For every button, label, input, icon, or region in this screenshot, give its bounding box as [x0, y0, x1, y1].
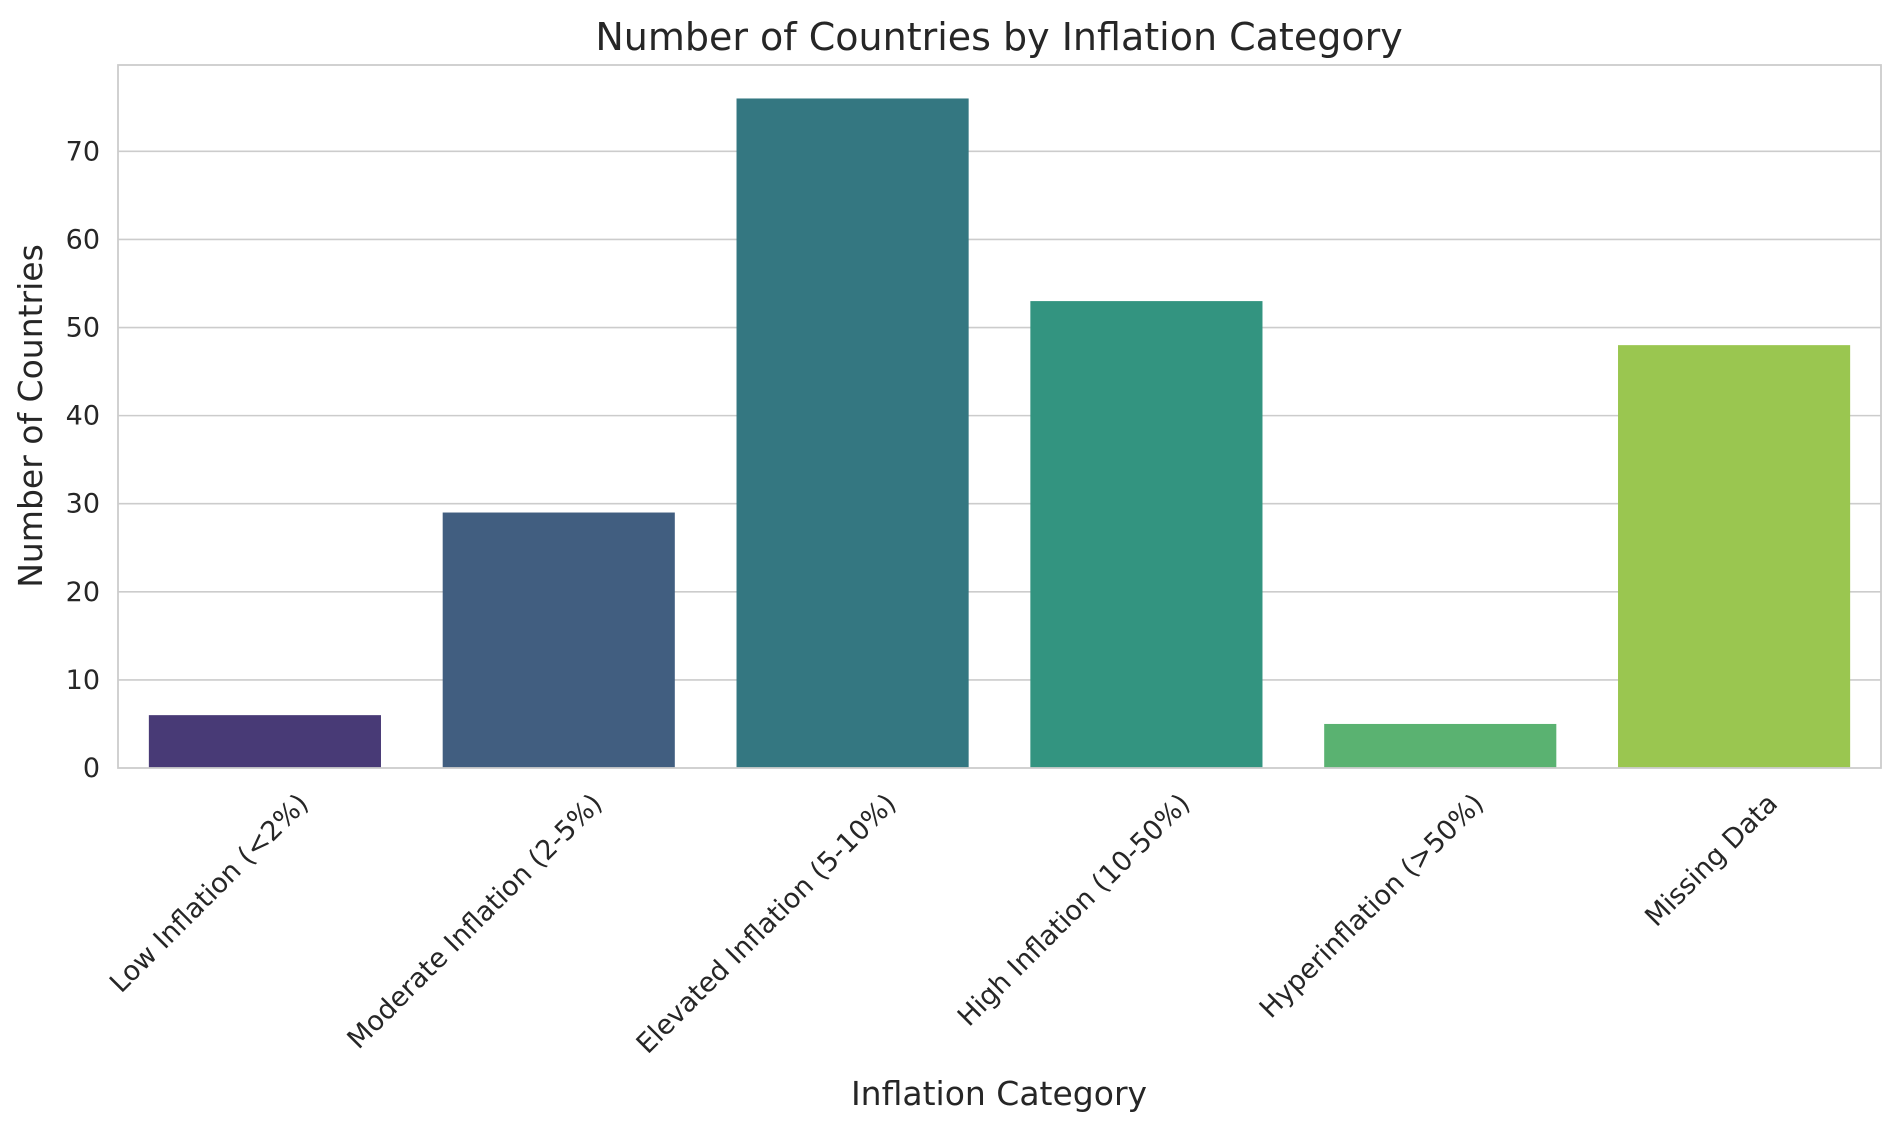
bar: [148, 715, 381, 768]
y-tick-label: 40: [66, 401, 100, 432]
bars: [148, 98, 1851, 768]
y-tick-label: 20: [66, 577, 100, 608]
y-tick-label: 30: [66, 489, 100, 520]
y-tick-label: 0: [83, 753, 100, 784]
x-axis-label: Inflation Category: [851, 1074, 1147, 1113]
bar: [1030, 301, 1263, 768]
chart-title: Number of Countries by Inflation Categor…: [595, 15, 1402, 59]
x-tick-label: High Inflation (10-50%): [952, 788, 1196, 1032]
bar: [442, 512, 675, 768]
x-tick-label: Moderate Inflation (2-5%): [342, 788, 609, 1055]
y-axis-ticks: 0 10 20 30 40 50 60 70: [66, 136, 100, 784]
gridlines: [118, 150, 1881, 681]
y-tick-label: 10: [66, 665, 100, 696]
x-axis-ticks: Low Inflation (<2%) Moderate Inflation (2…: [104, 788, 1784, 1060]
plot-frame: [117, 64, 1882, 769]
bar: [1324, 723, 1557, 768]
y-axis-label: Number of Countries: [11, 244, 50, 588]
x-tick-label: Low Inflation (<2%): [104, 788, 315, 999]
x-tick-label: Hyperinflation (>50%): [1254, 788, 1490, 1024]
x-tick-label: Missing Data: [1639, 788, 1784, 933]
y-tick-label: 70: [66, 136, 100, 167]
x-tick-label: Elevated Inflation (5-10%): [631, 788, 903, 1060]
y-tick-label: 50: [66, 313, 100, 344]
bar: [736, 98, 969, 768]
y-tick-label: 60: [66, 224, 100, 255]
bar: [1618, 345, 1851, 768]
